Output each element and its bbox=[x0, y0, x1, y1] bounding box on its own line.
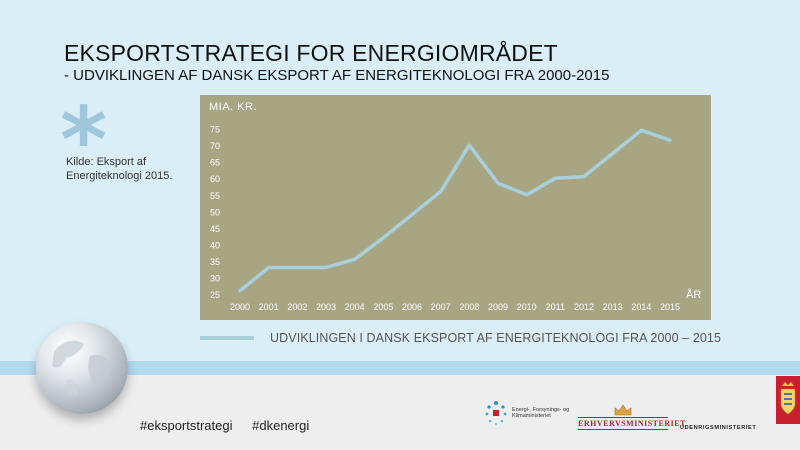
hashtag-dkenergi[interactable]: #dkenergi bbox=[252, 418, 310, 433]
x-tick-label: 2000 bbox=[230, 302, 250, 312]
y-tick-label: 50 bbox=[210, 207, 220, 217]
hashtag-eksportstrategi[interactable]: #eksportstrategi bbox=[140, 418, 233, 433]
line-chart: MIA. KR. ÅR 25 30 35 40 45 50 55 60 65 70 75 2000 2001… bbox=[209, 101, 701, 312]
x-tick-label: 2011 bbox=[546, 302, 565, 312]
divider-band bbox=[0, 361, 800, 375]
y-tick-label: 55 bbox=[210, 191, 220, 201]
y-axis-label: MIA. KR. bbox=[209, 101, 257, 113]
logo-energi-ministry: Energi-, Forsynings- og Klimaministeriet bbox=[484, 400, 572, 426]
chart-legend: UDVIKLINGEN I DANSK EKSPORT AF ENERGITEK… bbox=[200, 331, 721, 345]
x-tick-label: 2006 bbox=[402, 302, 422, 312]
logo-erhvervsministeriet: ERHVERVSMINISTERIET bbox=[578, 403, 686, 430]
y-tick-label: 75 bbox=[210, 125, 220, 135]
y-tick-label: 45 bbox=[210, 224, 220, 234]
y-tick-label: 35 bbox=[210, 257, 220, 267]
legend-label: UDVIKLINGEN I DANSK EKSPORT AF ENERGITEK… bbox=[270, 331, 722, 345]
y-tick-label: 30 bbox=[210, 273, 220, 283]
x-tick-label: 2010 bbox=[517, 302, 537, 312]
x-tick-label: 2007 bbox=[431, 302, 451, 312]
globe-icon bbox=[36, 322, 128, 414]
x-tick-label: 2009 bbox=[488, 302, 508, 312]
x-axis-label: ÅR bbox=[686, 288, 701, 301]
hashtags: #eksportstrategi #dkenergi bbox=[140, 418, 323, 433]
y-tick-label: 25 bbox=[210, 290, 220, 300]
page-subtitle: - UDVIKLINGEN AF DANSK EKSPORT AF ENERGI… bbox=[64, 67, 610, 84]
legend-swatch bbox=[200, 336, 254, 340]
erhverv-ministry-name: ERHVERVSMINISTERIET bbox=[578, 417, 686, 430]
x-tick-label: 2008 bbox=[459, 302, 479, 312]
x-tick-label: 2013 bbox=[603, 302, 623, 312]
y-tick-label: 40 bbox=[210, 240, 220, 250]
x-tick-label: 2014 bbox=[631, 302, 651, 312]
energi-ministry-name: Energi-, Forsynings- og Klimaministeriet bbox=[512, 406, 570, 420]
energi-dots-icon bbox=[484, 400, 508, 426]
y-tick-label: 70 bbox=[210, 141, 220, 151]
x-tick-label: 2012 bbox=[574, 302, 594, 312]
y-tick-label: 60 bbox=[210, 174, 220, 184]
page-title: EKSPORTSTRATEGI FOR ENERGIOMRÅDET bbox=[64, 40, 558, 66]
x-tick-label: 2002 bbox=[287, 302, 307, 312]
chart-area: MIA. KR. ÅR 25 30 35 40 45 50 55 60 65 70 75 2000 2001… bbox=[200, 95, 711, 320]
logo-udenrigsministeriet: UDENRIGSMINISTERIET bbox=[680, 425, 757, 431]
y-tick-label: 65 bbox=[210, 158, 220, 168]
crown-icon bbox=[578, 403, 668, 417]
footer bbox=[0, 375, 800, 450]
x-tick-label: 2005 bbox=[373, 302, 393, 312]
crest-icon bbox=[776, 376, 800, 424]
source-note: Kilde: Eksport af Energiteknologi 2015. bbox=[66, 156, 173, 182]
asterisk-icon: * bbox=[60, 88, 108, 193]
x-tick-label: 2003 bbox=[316, 302, 336, 312]
x-tick-label: 2004 bbox=[345, 302, 365, 312]
x-tick-label: 2015 bbox=[660, 302, 680, 312]
series-line bbox=[238, 128, 672, 293]
x-tick-label: 2001 bbox=[259, 302, 279, 312]
